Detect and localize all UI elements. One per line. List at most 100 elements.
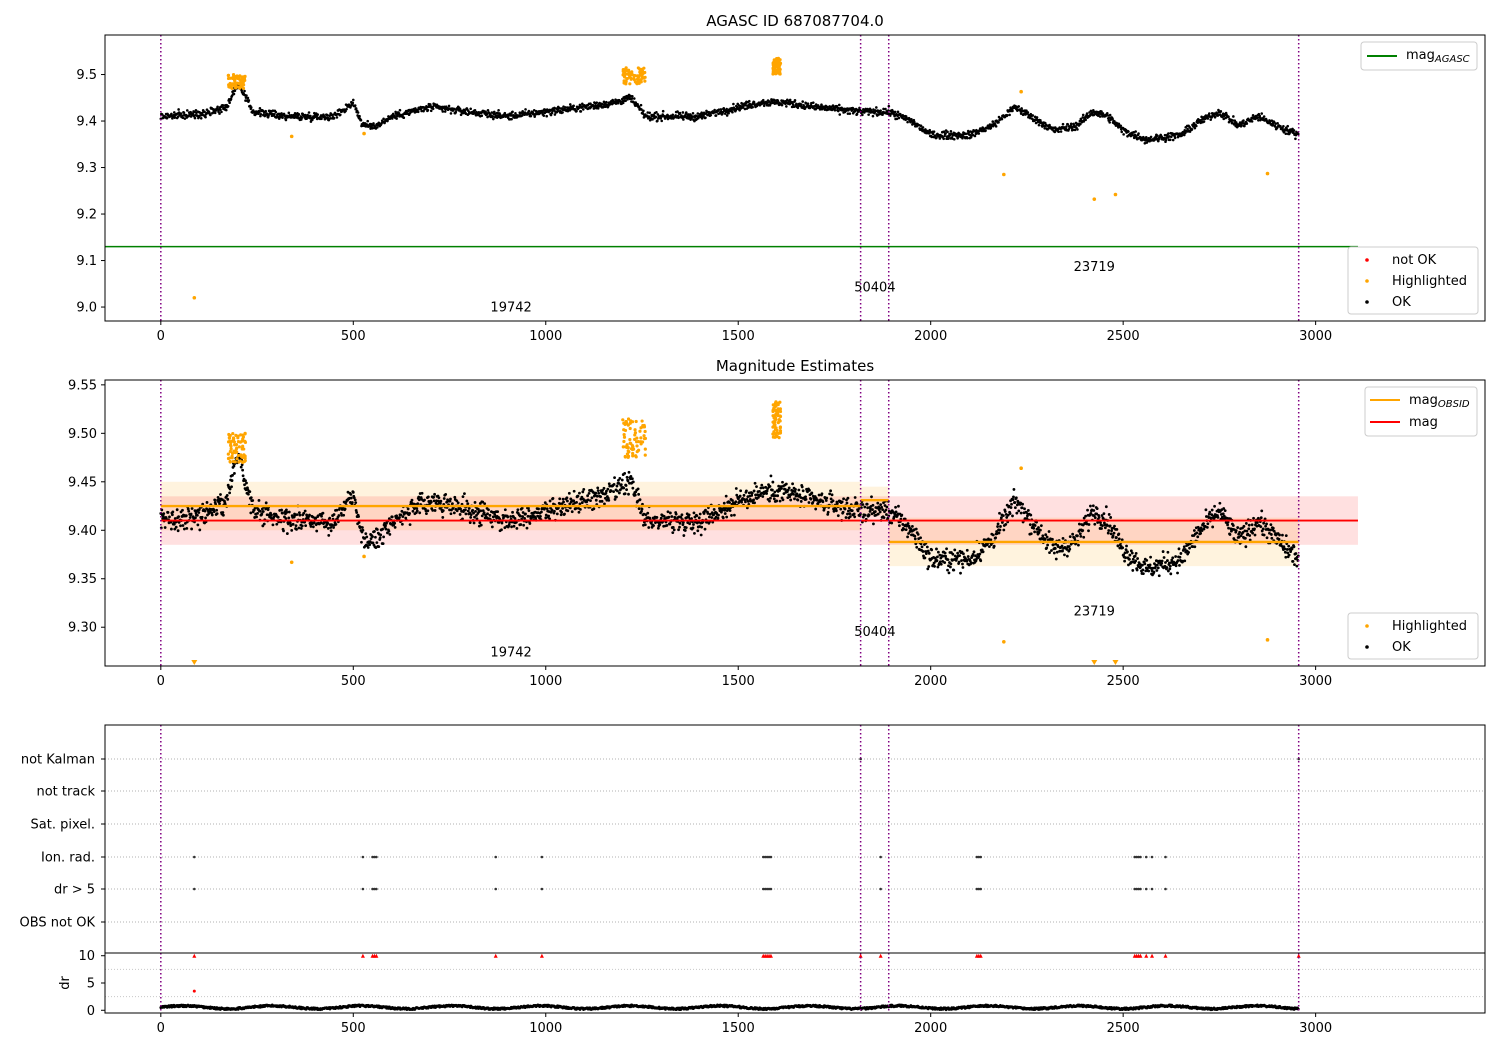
ok-point [901,114,905,118]
ok-point [997,115,1001,119]
ok-point [778,499,782,503]
ok-point [594,498,598,502]
ok-point [938,560,942,564]
ok-point [994,125,998,128]
ok-point [1221,512,1225,516]
ok-point [221,103,225,107]
ok-point [1207,112,1211,115]
ok-point [882,516,886,520]
highlighted-point [1113,192,1118,197]
ok-point [627,470,631,474]
ok-point [646,511,650,515]
ok-point [241,474,245,478]
ok-point [179,524,182,528]
ok-point [682,534,686,537]
ok-point [797,488,801,492]
ok-point [624,484,628,487]
ok-point [580,495,584,499]
ok-point [1210,513,1214,517]
ok-point [400,522,404,526]
ok-point [617,491,621,495]
ok-point [698,512,702,516]
ok-point [185,526,189,530]
ok-point [1095,512,1099,516]
ok-point [311,525,315,529]
ok-point [768,104,772,107]
highlighted-point [627,70,631,74]
ok-point [1081,529,1085,532]
ok-point [162,512,166,516]
ok-point [521,515,525,518]
ok-point [1043,537,1047,541]
ok-point [408,523,412,527]
ok-point [842,497,845,501]
ok-point [1023,507,1026,511]
ok-point [191,112,195,116]
ok-point [415,509,419,513]
ok-point [942,137,945,141]
ok-point [382,117,385,121]
highlighted-point [639,80,643,84]
ok-point [249,511,253,515]
highlighted-point [1092,197,1097,201]
ok-point [625,475,629,479]
legend-label-highlighted: Highlighted [1392,274,1467,289]
highlighted-point [237,77,241,81]
ok-point [426,509,430,513]
ok-point [1029,513,1033,517]
ok-point [613,497,617,501]
ok-point [755,485,758,489]
ok-point [1112,531,1116,535]
ok-point [778,489,782,492]
ok-point [1284,534,1288,537]
ok-point [927,565,931,568]
ok-point [194,511,198,515]
ok-point [1091,504,1095,508]
ok-point [1095,507,1099,511]
ok-point [376,126,379,129]
ok-point [1202,527,1206,531]
ok-point [995,530,999,533]
ok-point [408,511,411,515]
ok-point [1014,496,1018,500]
ok-point [210,513,214,517]
ok-point [276,515,280,519]
ok-point [384,527,388,531]
ok-point [809,497,813,501]
ok-point [761,486,765,490]
ok-point [942,130,946,134]
ok-point [667,515,671,519]
ok-point [420,497,424,501]
ok-point [1253,527,1256,531]
ok-point [1037,531,1041,534]
ok-point [1073,128,1077,132]
ok-point [431,107,435,111]
ok-point [544,513,548,517]
ok-point [1282,124,1285,128]
ok-point [1039,118,1042,122]
ok-point [1085,112,1089,115]
highlighted-point [776,68,780,72]
ok-point [226,497,230,501]
ok-point [262,522,266,526]
ok-point [1145,559,1149,562]
ok-point [622,486,626,490]
ok-point [612,490,615,494]
ok-point [910,117,913,121]
ok-point [1292,129,1296,132]
ok-point [1069,542,1073,546]
ok-point [316,514,320,518]
ok-point [1157,574,1161,578]
ok-point [927,551,931,555]
ok-point [1013,501,1017,504]
ok-point [259,509,262,513]
highlighted-point [625,76,629,81]
ok-point [601,489,604,492]
ok-point [1067,127,1071,131]
ok-point [219,493,222,496]
ok-point [1284,132,1288,136]
ok-point [1068,547,1072,551]
ok-point [1262,521,1266,525]
ok-point [757,495,760,499]
